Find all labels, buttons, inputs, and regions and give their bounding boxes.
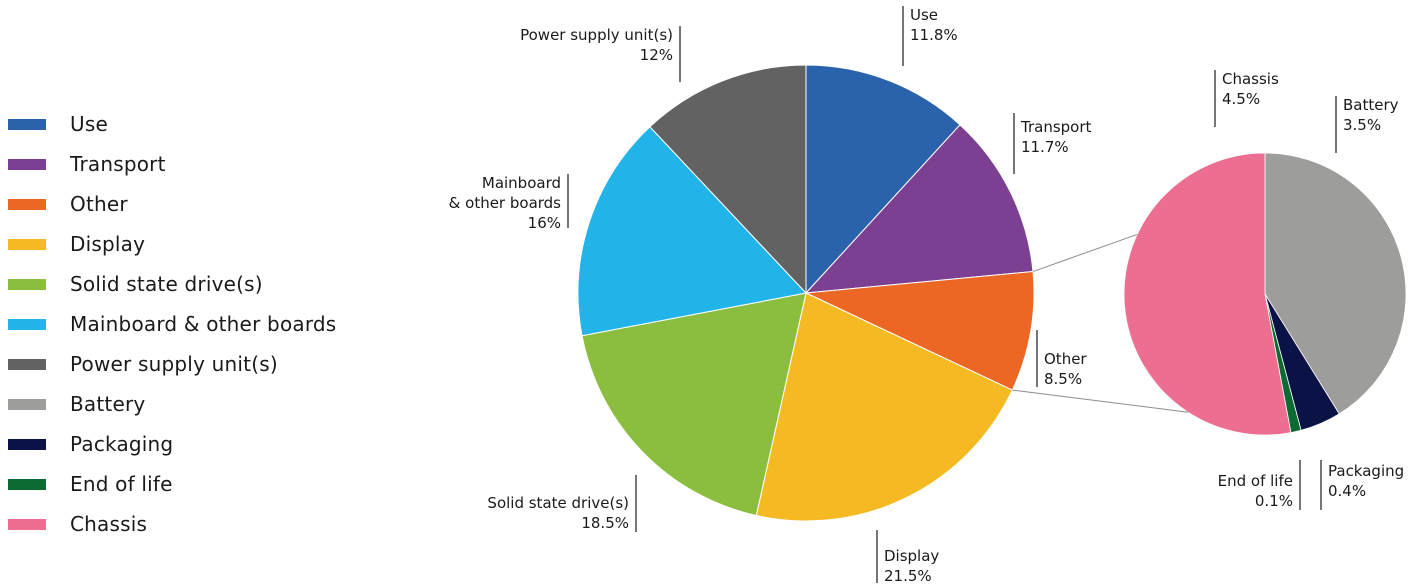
legend-label: End of life [70, 472, 173, 496]
connector-line-bottom [1012, 389, 1189, 413]
legend-label: Other [70, 192, 128, 216]
callout-value: 18.5% [581, 514, 629, 532]
legend-swatch [8, 318, 46, 330]
breakdown-slice-chassis [1123, 152, 1292, 436]
connector-line-top [1032, 233, 1138, 273]
callout-other: Other 8.5% [1036, 330, 1087, 388]
legend-label: Battery [70, 392, 146, 416]
callout-label: Display [884, 547, 939, 565]
legend-item-display: Display [8, 224, 336, 264]
callout-value: 16% [528, 214, 561, 232]
legend-item-use: Use [8, 104, 336, 144]
callout-power-supply-unit-s: Power supply unit(s) 12% [520, 26, 681, 82]
callout-chassis: Chassis 4.5% [1214, 70, 1279, 127]
legend-label: Display [70, 232, 146, 256]
legend-swatch [8, 478, 46, 490]
legend-swatch [8, 278, 46, 290]
callout-label: Use [910, 6, 938, 24]
callout-label: Other [1044, 350, 1087, 368]
pie-slice-use [805, 64, 961, 295]
legend-item-battery: Battery [8, 384, 336, 424]
legend-label: Transport [70, 152, 166, 176]
callout-solid-state-drive-s: Solid state drive(s) 18.5% [487, 475, 637, 532]
callout-display: Display 21.5% [876, 530, 939, 585]
callout-label: End of life [1218, 472, 1293, 490]
legend-swatch [8, 118, 46, 130]
legend-swatch [8, 438, 46, 450]
callout-value: 11.7% [1021, 138, 1069, 156]
legend-item-chassis: Chassis [8, 504, 336, 544]
legend-item-mainboard-and-other-boards: Mainboard & other boards [8, 304, 336, 344]
legend-swatch [8, 358, 46, 370]
legend-label: Mainboard & other boards [70, 312, 337, 336]
callout-label: Packaging [1328, 462, 1404, 480]
callout-label: Power supply unit(s) [520, 26, 673, 44]
callout-battery: Battery 3.5% [1335, 96, 1399, 153]
legend-label: Packaging [70, 432, 174, 456]
breakdown-slice-battery [1264, 152, 1407, 415]
legend: Use Transport Other Display Solid state driv… [8, 104, 336, 544]
callout-label: & other boards [449, 194, 562, 212]
legend-swatch [8, 398, 46, 410]
pie-slice-power-supply-unit-s [649, 64, 807, 295]
callout-value: 8.5% [1044, 370, 1082, 388]
pie-slice-mainboard-and-other-boards [577, 126, 807, 337]
callout-label: Mainboard [482, 174, 561, 192]
legend-swatch [8, 198, 46, 210]
callout-label: Battery [1343, 96, 1399, 114]
callout-value: 21.5% [884, 567, 932, 585]
callout-value: 0.4% [1328, 482, 1366, 500]
callout-label: Solid state drive(s) [487, 494, 629, 512]
legend-item-end-of-life: End of life [8, 464, 336, 504]
callout-transport: Transport 11.7% [1013, 113, 1092, 174]
callout-value: 3.5% [1343, 116, 1381, 134]
callout-value: 4.5% [1222, 90, 1260, 108]
pie-slice-transport [804, 124, 1034, 294]
legend-swatch [8, 518, 46, 530]
legend-item-transport: Transport [8, 144, 336, 184]
callout-value: 0.1% [1255, 492, 1293, 510]
callout-value: 12% [640, 46, 673, 64]
legend-item-power-supply-unit-s: Power supply unit(s) [8, 344, 336, 384]
legend-item-packaging: Packaging [8, 424, 336, 464]
callout-label: Chassis [1222, 70, 1279, 88]
legend-item-other: Other [8, 184, 336, 224]
legend-label: Solid state drive(s) [70, 272, 263, 296]
legend-label: Use [70, 112, 108, 136]
pie-slice-display [755, 292, 1013, 522]
legend-label: Chassis [70, 512, 148, 536]
callout-value: 11.8% [910, 26, 958, 44]
pie-slice-other [804, 270, 1035, 391]
legend-item-solid-state-drive-s: Solid state drive(s) [8, 264, 336, 304]
callout-use: Use 11.8% [902, 6, 958, 66]
legend-label: Power supply unit(s) [70, 352, 278, 376]
callout-packaging: Packaging 0.4% [1320, 460, 1404, 510]
pie-slice-solid-state-drive-s [581, 292, 807, 517]
callout-end-of-life: End of life 0.1% [1218, 460, 1301, 510]
legend-swatch [8, 158, 46, 170]
callout-label: Transport [1020, 118, 1092, 136]
callout-mainboard-and-other-boards: Mainboard & other boards 16% [449, 174, 569, 232]
legend-swatch [8, 238, 46, 250]
